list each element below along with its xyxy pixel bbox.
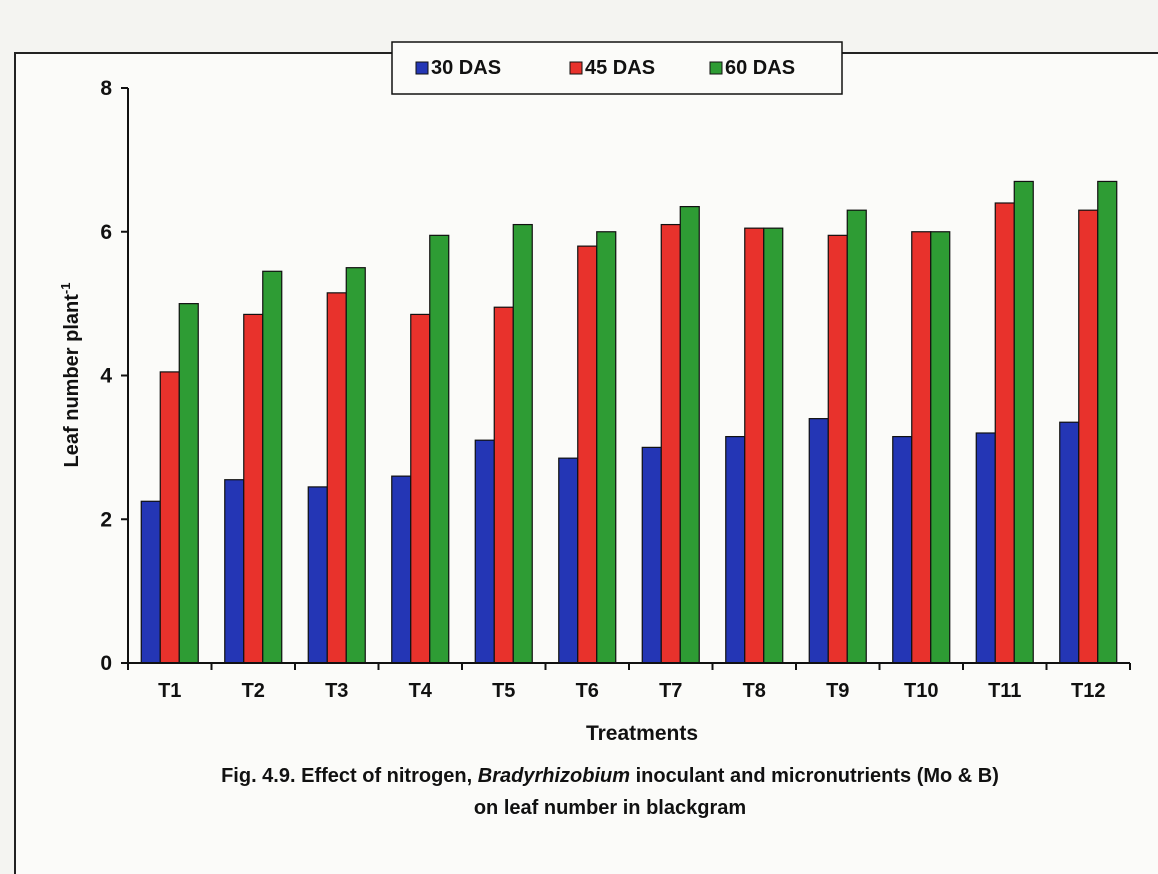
ticks-layer: 0 2 4 6 8 T1 T2 T3 T4 T5 T6 T7 T8 T9 T10 T11 T12 <box>100 77 1131 702</box>
x-tick-label: T9 <box>826 680 849 702</box>
bar-t5-30-das <box>474 439 495 664</box>
bar-t6-30-das <box>558 457 579 664</box>
bar-t7-30-das <box>641 446 662 664</box>
bar-t8-60-das <box>763 227 784 664</box>
y-axis-title: Leaf number plant-1 <box>58 283 83 468</box>
bar-t11-30-das <box>975 432 996 664</box>
bar-t3-60-das <box>345 267 366 664</box>
bars-layer <box>140 180 1118 664</box>
y-tick-label: 0 <box>100 652 112 675</box>
bar-t9-60-das <box>846 209 867 664</box>
legend-box <box>391 41 843 95</box>
legend-label-60-das: 60 DAS <box>725 57 795 79</box>
bar-t10-60-das <box>930 231 951 664</box>
bar-t11-45-das <box>994 202 1015 664</box>
legend-label-45-das: 45 DAS <box>585 57 655 79</box>
legend-label-30-das: 30 DAS <box>431 57 501 79</box>
x-tick-label: T10 <box>904 680 938 702</box>
x-tick-label: T8 <box>743 680 766 702</box>
bar-t2-60-das <box>262 270 283 664</box>
legend: 30 DAS 45 DAS 60 DAS <box>391 41 843 95</box>
x-tick-label: T7 <box>659 680 682 702</box>
y-tick-label: 6 <box>100 221 112 244</box>
bar-t7-60-das <box>679 205 700 664</box>
legend-swatch-30-das <box>415 61 429 75</box>
bar-t1-60-das <box>178 303 199 664</box>
x-tick-label: T1 <box>158 680 181 702</box>
bar-t6-60-das <box>596 231 617 664</box>
x-tick-label: T2 <box>242 680 265 702</box>
figure-caption-line1: Fig. 4.9. Effect of nitrogen, Bradyrhizo… <box>221 765 999 787</box>
bar-t1-30-das <box>140 500 161 664</box>
x-tick-label: T6 <box>576 680 599 702</box>
bar-t6-45-das <box>577 245 598 664</box>
bar-t4-30-das <box>391 475 412 664</box>
bar-t4-45-das <box>410 313 431 664</box>
legend-swatch-60-das <box>709 61 723 75</box>
bar-t7-45-das <box>660 223 681 664</box>
bar-t12-30-das <box>1059 421 1080 664</box>
legend-swatch-45-das <box>569 61 583 75</box>
y-axis-title-text: Leaf number plant <box>61 294 83 468</box>
bar-t10-30-das <box>892 435 913 664</box>
bar-t12-60-das <box>1097 180 1118 664</box>
bar-t9-30-das <box>808 418 829 664</box>
x-tick-label: T4 <box>409 680 433 702</box>
bar-t11-60-das <box>1013 180 1034 664</box>
bar-t5-60-das <box>512 223 533 664</box>
x-axis-title: Treatments <box>586 722 698 745</box>
figure-caption-line2: on leaf number in blackgram <box>473 797 747 819</box>
y-tick-label: 4 <box>100 365 112 388</box>
bar-t3-45-das <box>326 292 347 664</box>
bar-t9-45-das <box>827 234 848 664</box>
x-tick-label: T11 <box>988 680 1021 702</box>
y-tick-label: 8 <box>100 77 112 100</box>
bar-t10-45-das <box>911 231 932 664</box>
y-tick-label: 2 <box>100 508 112 531</box>
bar-t12-45-das <box>1078 209 1099 664</box>
bar-t8-30-das <box>725 435 746 664</box>
bar-t8-45-das <box>744 227 765 664</box>
bar-t4-60-das <box>429 234 450 664</box>
bar-t3-30-das <box>307 486 328 664</box>
x-tick-label: T12 <box>1071 680 1105 702</box>
bar-t2-45-das <box>243 313 264 664</box>
bar-t2-30-das <box>224 479 245 664</box>
x-tick-label: T3 <box>325 680 348 702</box>
bar-t5-45-das <box>493 306 514 664</box>
x-tick-label: T5 <box>492 680 515 702</box>
y-axis-title-superscript: -1 <box>58 283 73 295</box>
bar-t1-45-das <box>159 371 180 664</box>
